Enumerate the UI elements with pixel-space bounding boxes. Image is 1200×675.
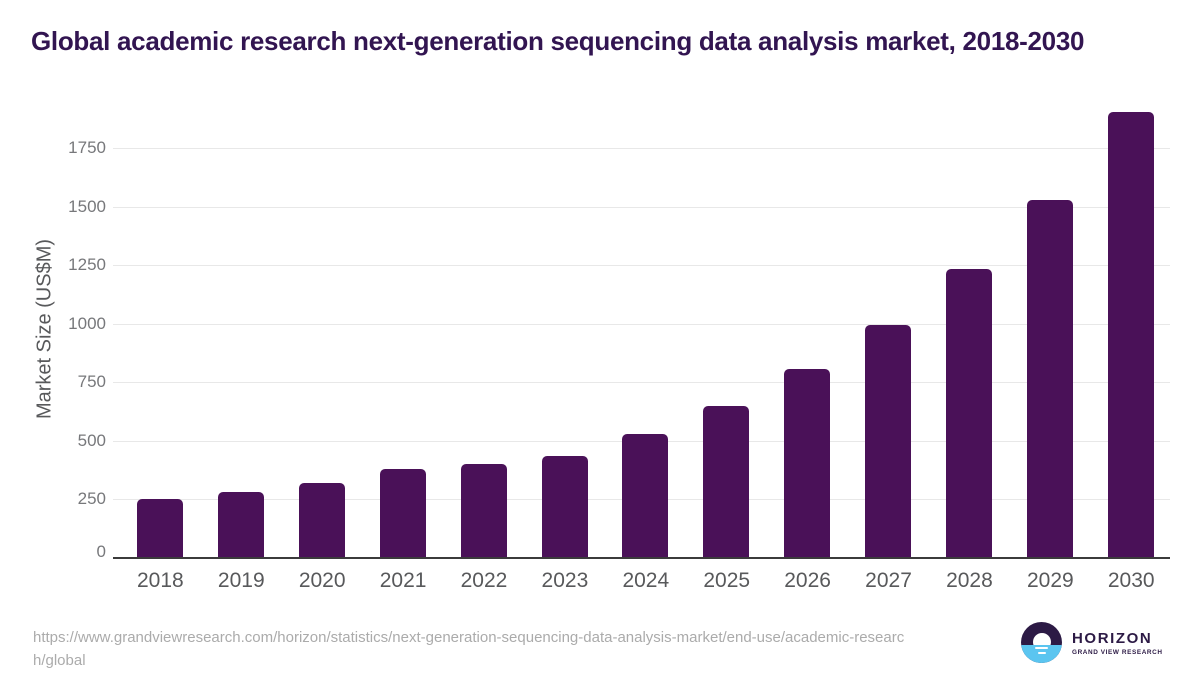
reflection-dash <box>1035 646 1048 649</box>
horizon-logo-icon <box>1021 622 1062 663</box>
y-tick-label: 500 <box>77 430 106 450</box>
horizon-logo: HORIZON GRAND VIEW RESEARCH <box>1021 622 1163 663</box>
x-tick-label: 2020 <box>298 569 346 592</box>
logo-text: HORIZON GRAND VIEW RESEARCH <box>1072 630 1163 656</box>
y-tick-label: 0 <box>96 542 106 561</box>
source-url-line2: h/global <box>33 652 86 669</box>
bar-2026[interactable] <box>784 369 831 558</box>
x-tick-label: 2023 <box>541 569 589 592</box>
y-tick-label: 1250 <box>68 255 106 275</box>
logo-tagline: GRAND VIEW RESEARCH <box>1072 648 1163 656</box>
bar-2030[interactable] <box>1107 112 1154 558</box>
x-tick-label: 2024 <box>622 569 670 592</box>
x-tick-label: 2018 <box>137 569 184 592</box>
x-tick-label: 2028 <box>946 569 993 592</box>
source-url-line1: https://www.grandviewresearch.com/horizo… <box>33 629 905 646</box>
bar-2021[interactable] <box>379 468 426 558</box>
gridline <box>113 265 1170 267</box>
bar-2018[interactable] <box>137 499 183 558</box>
bar-2025[interactable] <box>703 406 750 558</box>
bars <box>137 100 1154 558</box>
sea-shape <box>1021 645 1062 663</box>
reflection-dash <box>1037 651 1046 654</box>
bar-2019[interactable] <box>217 491 264 558</box>
x-tick-label: 2027 <box>865 569 912 592</box>
x-axis-labels: 2018 2019 2020 2021 2022 2023 2024 2025 2026 2027… <box>137 569 1155 593</box>
bar-2028[interactable] <box>946 269 993 558</box>
bar-2020[interactable] <box>298 483 345 558</box>
logo-brand-name: HORIZON <box>1072 629 1153 647</box>
page-title: Global academic research next-generation… <box>31 26 1085 56</box>
x-tick-label: 2030 <box>1107 569 1155 592</box>
y-tick-label: 250 <box>77 489 106 509</box>
x-tick-label: 2021 <box>379 569 427 592</box>
plot-area <box>113 100 1170 559</box>
bar-2027[interactable] <box>865 324 912 558</box>
gridline <box>113 148 1170 150</box>
y-axis: 0 250 500 750 1000 1250 1500 1750 <box>0 100 106 561</box>
gridline <box>113 323 1170 325</box>
bar-2022[interactable] <box>460 463 507 558</box>
x-tick-label: 2029 <box>1026 569 1074 592</box>
bar-2023[interactable] <box>541 456 588 558</box>
bar-2024[interactable] <box>622 433 669 558</box>
gridline <box>113 382 1170 384</box>
source-url: https://www.grandviewresearch.com/horizo… <box>33 626 993 672</box>
bar-2029[interactable] <box>1026 200 1073 558</box>
gridline <box>113 206 1170 208</box>
x-tick-label: 2026 <box>784 569 831 592</box>
x-tick-label: 2022 <box>460 569 508 592</box>
x-tick-label: 2025 <box>703 569 751 592</box>
y-tick-label: 1750 <box>68 138 106 158</box>
y-tick-label: 1000 <box>68 313 106 333</box>
y-tick-label: 750 <box>77 372 106 392</box>
y-tick-label: 1500 <box>68 196 106 216</box>
x-tick-label: 2019 <box>217 569 265 592</box>
x-axis-line <box>113 557 1170 559</box>
